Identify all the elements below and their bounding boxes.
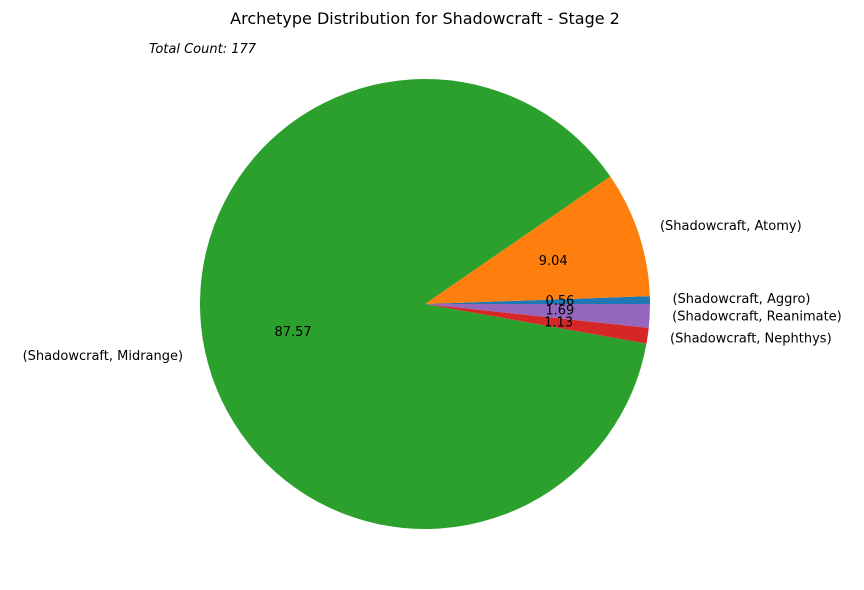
pie-percent-labels: 0.56 9.04 87.57 1.131.69 xyxy=(274,254,574,340)
chart-subtitle: Total Count: 177 xyxy=(149,42,257,57)
pie-slice xyxy=(425,296,650,304)
pie-slices xyxy=(200,79,650,529)
slice-percent-label: 0.56 xyxy=(546,294,575,309)
slice-percent-label: 1.69 xyxy=(545,304,574,319)
slice-percent-label: 9.04 xyxy=(539,254,568,269)
slice-label: (Shadowcraft, Nephthys) xyxy=(670,331,832,346)
pie-slice xyxy=(425,304,649,344)
pie-slice xyxy=(425,304,650,328)
pie-outer-labels: (Shadowcraft, Aggro) (Shadowcraft, Atomy)… xyxy=(23,219,842,364)
slice-label: (Shadowcraft, Midrange) xyxy=(23,349,184,364)
slice-percent-label: 87.57 xyxy=(274,325,311,340)
slice-label: (Shadowcraft, Aggro) xyxy=(672,292,810,307)
chart-title: Archetype Distribution for Shadowcraft -… xyxy=(230,9,620,28)
pie-slice xyxy=(425,176,650,304)
pie-slice xyxy=(200,79,647,529)
slice-label: (Shadowcraft, Reanimate) xyxy=(672,310,842,325)
slice-percent-label: 1.13 xyxy=(544,316,573,331)
slice-label: (Shadowcraft, Atomy) xyxy=(660,219,802,234)
